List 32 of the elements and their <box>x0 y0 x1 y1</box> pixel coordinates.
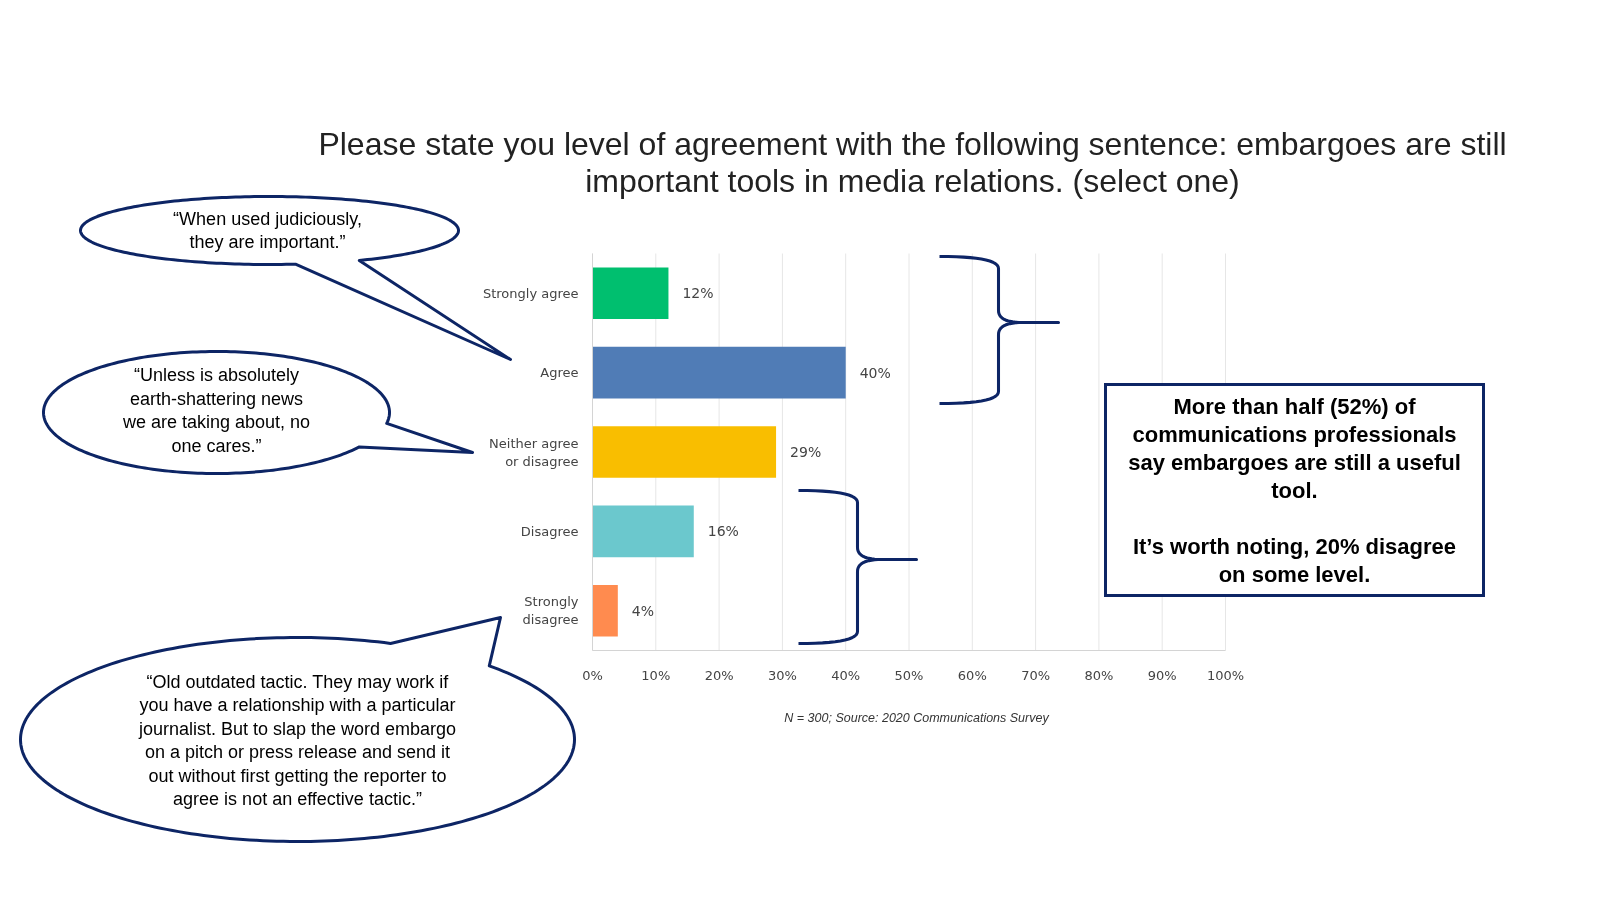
x-tick-label: 30% <box>767 667 797 683</box>
x-tick-label: 80% <box>1084 667 1114 683</box>
bar <box>592 346 846 399</box>
chart-title: Please state you level of agreement with the following sentence: embargoes are still important tools in media relations. (select one) <box>318 126 1507 199</box>
text: “Unless is absolutely earth-shattering news we are taking about, no one cares.” <box>121 365 311 456</box>
data-label: 40% <box>859 364 891 381</box>
bar <box>592 267 669 320</box>
text: “When used judiciously, they are important.” <box>173 208 362 253</box>
bar <box>592 584 618 637</box>
y-tick-label: Neither agree or disagree <box>489 435 579 469</box>
text: “Old outdated tactic. They may work if you have a relationship with a particular journalist. But to slap the word embargo on a pitch or press release and send it out without first getting the reporter to agree is not an effective tactic.” <box>137 672 457 809</box>
y-tick-label: Strongly agree <box>482 285 579 301</box>
x-tick-label: 10% <box>641 667 671 683</box>
x-tick-label: 0% <box>582 667 603 683</box>
data-label: 12% <box>682 285 714 302</box>
x-tick-label: 40% <box>831 667 861 683</box>
data-label: 4% <box>631 602 655 619</box>
x-tick-label: 60% <box>957 667 987 683</box>
x-tick-label: 50% <box>894 667 924 683</box>
bar <box>592 505 694 558</box>
data-label: 16% <box>707 523 739 540</box>
x-tick-label: 90% <box>1147 667 1177 683</box>
y-tick-label: Disagree <box>520 523 579 539</box>
text: More than half (52%) of communications professionals say embargoes are still a useful tool. It’s worth noting, 20% disagree on some level. <box>1128 394 1461 587</box>
x-tick-label: 100% <box>1206 667 1245 683</box>
x-tick-label: 20% <box>704 667 734 683</box>
text: N = 300; Source: 2020 Communications Survey <box>784 710 1050 725</box>
y-tick-label: Strongly disagree <box>522 594 579 628</box>
x-tick-label: 70% <box>1021 667 1051 683</box>
y-tick-label: Agree <box>540 365 579 381</box>
bar <box>592 426 777 478</box>
data-label: 29% <box>790 444 822 460</box>
